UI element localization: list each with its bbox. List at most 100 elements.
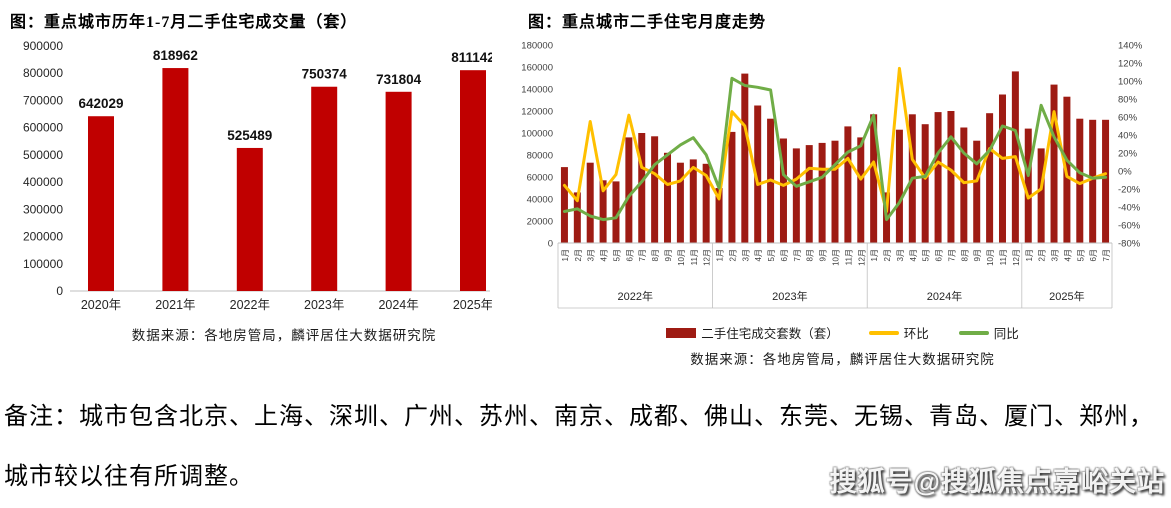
svg-text:20%: 20%	[1118, 149, 1138, 160]
svg-text:12月: 12月	[703, 249, 712, 266]
svg-text:2024年: 2024年	[927, 289, 962, 303]
svg-text:900000: 900000	[23, 39, 63, 53]
svg-text:4月: 4月	[1063, 249, 1072, 261]
svg-text:120%: 120%	[1118, 59, 1143, 70]
left-chart-plot: 0 100000 200000 300000 400000 500000 600000 700…	[23, 39, 492, 312]
svg-text:160000: 160000	[521, 63, 553, 74]
svg-text:-40%: -40%	[1118, 203, 1141, 214]
svg-text:2022年: 2022年	[230, 298, 270, 312]
svg-text:0: 0	[548, 239, 553, 250]
svg-text:700000: 700000	[23, 93, 63, 107]
svg-text:140%: 140%	[1118, 41, 1143, 52]
svg-text:2020年: 2020年	[81, 298, 121, 312]
svg-text:80000: 80000	[527, 151, 553, 162]
svg-text:100000: 100000	[23, 257, 63, 271]
line-swatch-icon	[868, 330, 899, 335]
svg-text:2021年: 2021年	[155, 298, 195, 312]
right-chart-legend: 二手住宅成交套数（套） 环比 同比	[520, 323, 1165, 342]
svg-text:120000: 120000	[521, 107, 553, 118]
svg-text:7月: 7月	[638, 249, 647, 261]
svg-text:600000: 600000	[23, 121, 63, 135]
svg-text:7月: 7月	[793, 249, 802, 261]
svg-text:3月: 3月	[896, 249, 905, 261]
svg-text:525489: 525489	[227, 128, 272, 143]
svg-text:8月: 8月	[806, 249, 815, 261]
bar-swatch-icon	[666, 327, 697, 338]
legend-item-同比: 同比	[958, 323, 1019, 342]
svg-text:60%: 60%	[1118, 113, 1138, 124]
svg-text:3月: 3月	[587, 249, 596, 261]
left-chart-title: 图：重点城市历年1-7月二手住宅成交量（套）	[10, 14, 358, 31]
svg-text:-80%: -80%	[1118, 239, 1141, 250]
svg-text:9月: 9月	[819, 249, 828, 261]
svg-text:8月: 8月	[960, 249, 969, 261]
svg-text:11月: 11月	[844, 249, 853, 265]
right-chart-title: 图：重点城市二手住宅月度走势	[528, 14, 767, 31]
svg-text:10月: 10月	[832, 249, 841, 266]
svg-text:500000: 500000	[23, 148, 63, 162]
svg-text:2月: 2月	[728, 249, 737, 261]
svg-text:2月: 2月	[574, 249, 583, 261]
svg-text:4月: 4月	[909, 249, 918, 261]
svg-text:40%: 40%	[1118, 131, 1138, 142]
svg-text:2023年: 2023年	[772, 289, 807, 303]
watermark-sohu: 搜狐号@搜狐焦点嘉峪关站	[829, 467, 1165, 497]
svg-text:9月: 9月	[664, 249, 673, 261]
svg-text:-60%: -60%	[1118, 221, 1141, 232]
svg-text:6月: 6月	[780, 249, 789, 261]
svg-text:2月: 2月	[1038, 249, 1047, 261]
svg-text:11月: 11月	[999, 249, 1008, 265]
svg-text:4月: 4月	[600, 249, 609, 261]
svg-text:2023年: 2023年	[304, 298, 344, 312]
svg-text:2024年: 2024年	[378, 298, 418, 312]
svg-text:5月: 5月	[612, 249, 621, 261]
svg-text:100000: 100000	[521, 129, 553, 140]
svg-text:2月: 2月	[883, 249, 892, 261]
svg-text:100%: 100%	[1118, 77, 1143, 88]
svg-text:7月: 7月	[947, 249, 956, 261]
svg-text:200000: 200000	[23, 230, 63, 244]
svg-text:800000: 800000	[23, 66, 63, 80]
svg-text:5月: 5月	[1076, 249, 1085, 261]
svg-text:40000: 40000	[527, 195, 553, 206]
svg-text:1月: 1月	[561, 249, 570, 261]
svg-text:9月: 9月	[973, 249, 982, 261]
note-text-line2: 城市较以往有所调整。	[4, 464, 254, 490]
svg-text:20000: 20000	[527, 217, 553, 228]
svg-text:642029: 642029	[78, 96, 123, 111]
svg-text:12月: 12月	[1012, 249, 1021, 266]
legend-label: 同比	[993, 327, 1019, 341]
svg-text:140000: 140000	[521, 85, 553, 96]
right-chart-plot: 0 20000 40000 60000 80000 100000 120000 140000 1…	[521, 41, 1143, 309]
svg-text:2022年: 2022年	[618, 289, 653, 303]
svg-text:60000: 60000	[527, 173, 553, 184]
svg-text:811142: 811142	[451, 50, 492, 65]
svg-text:3月: 3月	[741, 249, 750, 261]
note-text-line1: 备注：城市包含北京、上海、深圳、广州、苏州、南京、成都、佛山、东莞、无锡、青岛、…	[4, 404, 1154, 430]
left-chart-source: 数据来源：各地房管局，麟评居住大数据研究院	[131, 328, 437, 343]
svg-text:10月: 10月	[986, 249, 995, 266]
svg-text:0%: 0%	[1118, 167, 1132, 178]
svg-text:6月: 6月	[1089, 249, 1098, 261]
svg-text:5月: 5月	[767, 249, 776, 261]
svg-text:180000: 180000	[521, 41, 553, 52]
svg-text:6月: 6月	[935, 249, 944, 261]
svg-text:731804: 731804	[376, 72, 422, 87]
svg-text:7月: 7月	[1102, 249, 1111, 261]
svg-text:4月: 4月	[754, 249, 763, 261]
svg-text:1月: 1月	[1025, 249, 1034, 261]
svg-text:0: 0	[56, 284, 63, 298]
svg-text:8月: 8月	[651, 249, 660, 261]
svg-text:1月: 1月	[870, 249, 879, 261]
svg-text:818962: 818962	[153, 48, 198, 63]
legend-label: 二手住宅成交套数（套）	[701, 327, 839, 341]
svg-text:-20%: -20%	[1118, 185, 1141, 196]
svg-text:11月: 11月	[690, 249, 699, 265]
svg-text:2025年: 2025年	[1049, 289, 1084, 303]
line-swatch-icon	[958, 330, 989, 335]
svg-text:400000: 400000	[23, 175, 63, 189]
legend-label: 环比	[903, 327, 929, 341]
svg-text:12月: 12月	[857, 249, 866, 266]
right-chart-source: 数据来源：各地房管局，麟评居住大数据研究院	[690, 352, 995, 367]
svg-text:5月: 5月	[922, 249, 931, 261]
